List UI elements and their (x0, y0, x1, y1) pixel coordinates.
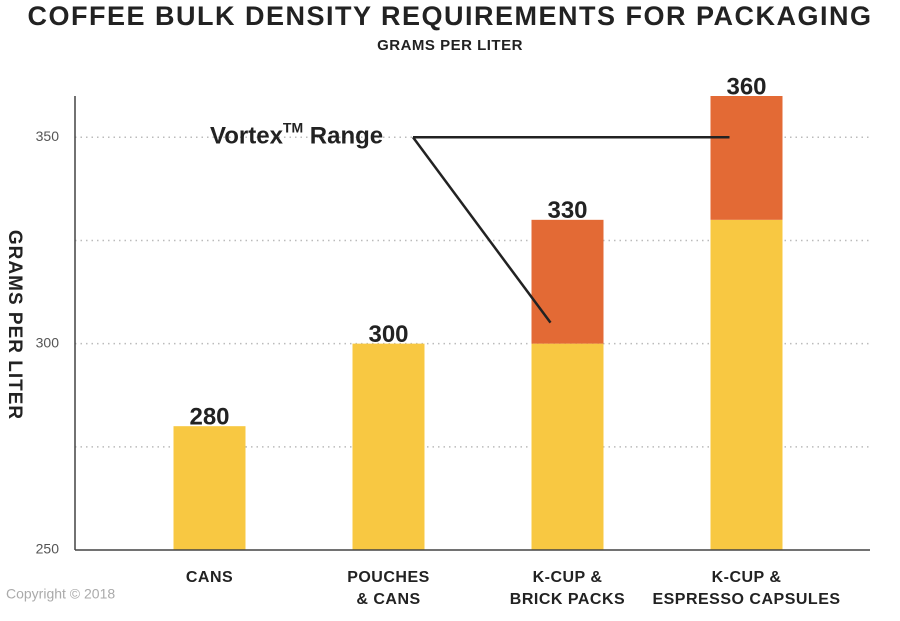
y-axis-label: GRAMS PER LITER (4, 230, 25, 420)
bar (352, 343, 425, 550)
x-tick-label: BRICK PACKS (510, 591, 625, 608)
data-label: 330 (547, 197, 587, 224)
range-bar (531, 219, 604, 344)
annotation-mark: TM (283, 119, 303, 135)
x-tick-label: K-CUP & (712, 569, 782, 586)
y-tick-label: 250 (36, 541, 60, 557)
x-tick-label: POUCHES (347, 569, 430, 586)
x-tick-label: K-CUP & (533, 569, 603, 586)
data-label: 280 (189, 404, 229, 431)
y-tick-label: 350 (36, 128, 60, 144)
annotation-leader (411, 136, 552, 324)
annotation-text: Range (303, 123, 383, 150)
x-tick-label: CANS (186, 569, 233, 586)
x-tick-label: & CANS (356, 591, 420, 608)
bar (710, 219, 783, 550)
annotation-text: Vortex (210, 123, 284, 150)
bar (531, 343, 604, 550)
bar (173, 426, 246, 550)
data-label: 300 (368, 321, 408, 348)
footer: Copyright © 2018 (6, 586, 115, 602)
x-tick-label: ESPRESSO CAPSULES (652, 591, 840, 608)
annotation: VortexTM Range (210, 119, 383, 150)
range-bar (710, 96, 783, 220)
chart-subtitle: GRAMS PER LITER (377, 37, 523, 54)
chart-title: COFFEE BULK DENSITY REQUIREMENTS FOR PAC… (27, 1, 872, 31)
data-label: 360 (726, 73, 766, 100)
y-tick-label: 300 (36, 334, 60, 350)
